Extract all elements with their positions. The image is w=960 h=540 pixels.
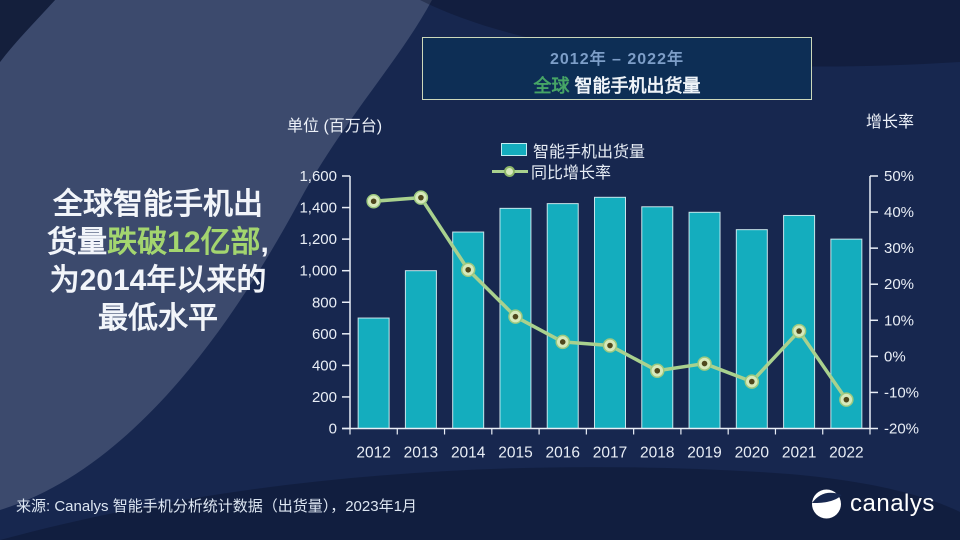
right-axis-title: 增长率 xyxy=(866,114,915,131)
headline-line2: 货量跌破12亿部, xyxy=(47,226,269,259)
legend-label: 智能手机出货量 xyxy=(533,143,646,161)
x-axis-label-2018: 2018 xyxy=(640,445,674,462)
left-axis-title: 单位 (百万台) xyxy=(287,118,383,135)
bar-2020[interactable] xyxy=(735,229,768,429)
left-axis-tick-label: 1,600 xyxy=(299,168,337,185)
x-axis-label-2013: 2013 xyxy=(404,445,438,462)
chart-title-box: 2012年 – 2022年 全球 智能手机出货量 xyxy=(422,37,812,100)
right-axis-tick-label: 50% xyxy=(884,168,914,185)
left-axis-tick-label: 600 xyxy=(312,326,337,343)
line-marker-icon xyxy=(492,165,528,177)
canalys-logo-icon xyxy=(812,489,842,519)
bar-2014[interactable] xyxy=(452,231,485,429)
x-axis-label-2019: 2019 xyxy=(687,445,721,462)
x-axis-label-2020: 2020 xyxy=(735,445,770,462)
headline-line4: 最低水平 xyxy=(98,302,218,335)
canalys-logo-text: canalys xyxy=(850,489,935,517)
right-axis-tick-label: 30% xyxy=(884,240,914,257)
bar-2013[interactable] xyxy=(404,270,437,429)
chart-title-period: 2012年 – 2022年 xyxy=(550,51,684,68)
legend-item-growth[interactable]: 同比增长率 xyxy=(492,160,645,182)
chart-title-subject: 全球 智能手机出货量 xyxy=(533,76,701,96)
headline: 全球智能手机出 货量跌破12亿部, 为2014年以来的 最低水平 xyxy=(10,186,306,338)
right-axis-tick-label: 10% xyxy=(884,312,914,329)
right-axis-tick-label: -20% xyxy=(884,421,919,438)
left-axis-tick-label: 0 xyxy=(329,421,337,438)
source-note: 来源: Canalys 智能手机分析统计数据（出货量），2023年1月 xyxy=(16,498,417,515)
x-axis-label-2021: 2021 xyxy=(782,445,816,462)
x-axis-label-2017: 2017 xyxy=(593,445,627,462)
bar-2019[interactable] xyxy=(688,211,721,429)
right-axis-tick-label: -10% xyxy=(884,384,919,401)
left-axis-tick-label: 400 xyxy=(312,357,337,374)
bar-2017[interactable] xyxy=(594,196,626,429)
right-axis-tick-label: 40% xyxy=(884,204,914,221)
bar-2021[interactable] xyxy=(783,214,816,429)
x-axis-label-2016: 2016 xyxy=(545,445,579,462)
left-axis-tick-label: 1,000 xyxy=(299,263,337,280)
right-axis-tick-label: 0% xyxy=(884,348,906,365)
chart-title-region: 全球 xyxy=(533,76,570,96)
headline-highlight: 跌破12亿部 xyxy=(107,226,261,259)
left-axis-tick-label: 1,400 xyxy=(299,200,337,217)
chart-legend: 智能手机出货量 同比增长率 xyxy=(492,139,646,182)
headline-line3: 为2014年以来的 xyxy=(49,264,267,297)
right-axis-tick-label: 20% xyxy=(884,276,914,293)
x-axis-label-2014: 2014 xyxy=(451,445,486,462)
left-axis-tick-label: 1,200 xyxy=(299,231,337,248)
legend-label: 同比增长率 xyxy=(531,164,612,182)
x-axis-label-2022: 2022 xyxy=(829,445,863,462)
x-axis-label-2012: 2012 xyxy=(356,445,390,462)
left-axis-tick-label: 200 xyxy=(312,389,337,406)
bar-2018[interactable] xyxy=(641,206,674,429)
canalys-logo: canalys xyxy=(810,487,935,520)
bar-2012[interactable] xyxy=(357,317,390,429)
legend-item-shipments[interactable]: 智能手机出货量 xyxy=(492,139,646,161)
bar-2016[interactable] xyxy=(546,203,579,429)
left-axis-tick-label: 800 xyxy=(312,294,337,311)
bar-swatch-icon xyxy=(501,143,527,156)
headline-line1: 全球智能手机出 xyxy=(53,188,263,221)
x-axis-label-2015: 2015 xyxy=(498,445,532,462)
